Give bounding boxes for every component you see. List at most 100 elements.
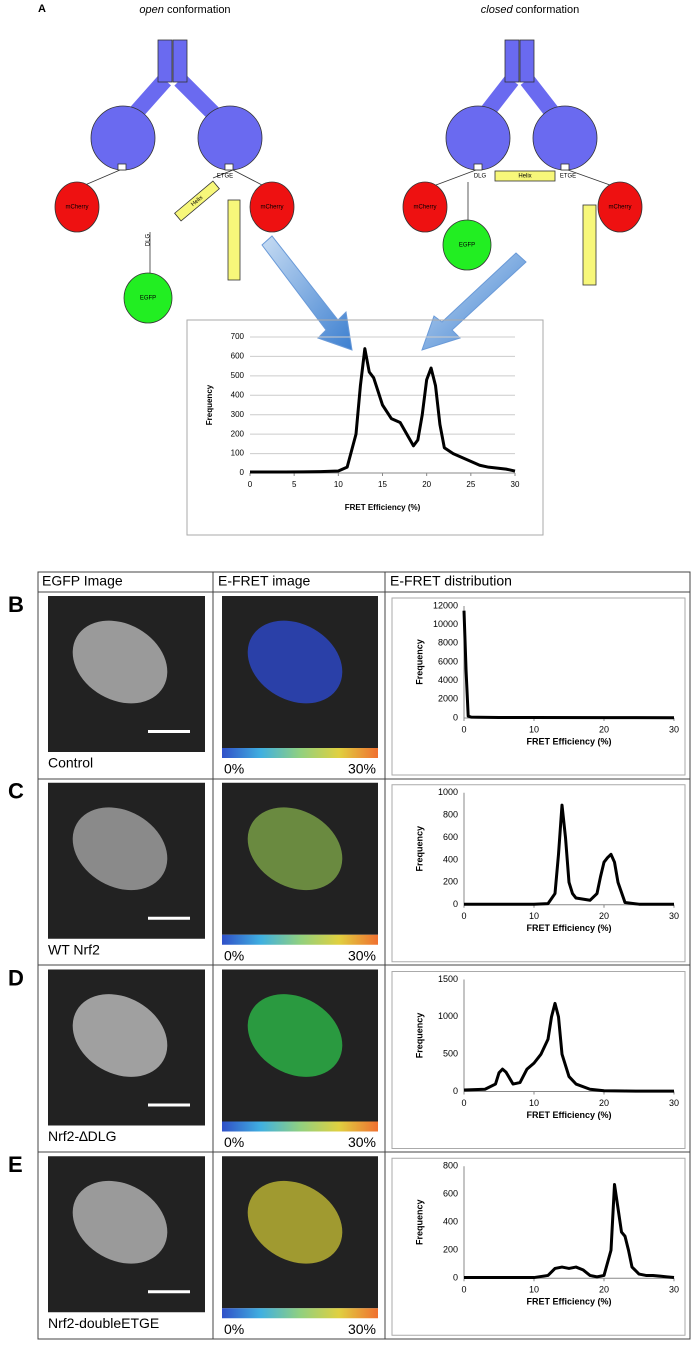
x-tick-label: 30: [669, 1098, 679, 1108]
y-tick-label: 800: [443, 810, 458, 820]
x-axis-label: FRET Efficiency (%): [526, 923, 611, 933]
dlg-label: DLG: [146, 234, 152, 247]
y-tick-label: 1000: [438, 1011, 458, 1021]
y-tick-label: 200: [443, 1245, 458, 1255]
x-tick-label: 30: [669, 1285, 679, 1295]
helix-label: Helix: [518, 174, 531, 180]
y-tick-label: 0: [453, 712, 458, 722]
y-tick-label: 12000: [433, 600, 458, 610]
colorbar-label: 30%: [348, 1134, 376, 1150]
table-grid: [37, 571, 691, 1340]
x-tick-label: 20: [599, 911, 609, 921]
etge-label: ETGE: [560, 174, 576, 180]
chart-frame: [391, 1157, 686, 1336]
y-tick-label: 4000: [438, 675, 458, 685]
diagram-title: open conformation: [139, 4, 230, 16]
y-axis-label: Frequency: [414, 1013, 424, 1059]
x-tick-label: 20: [599, 724, 609, 734]
x-tick-label: 15: [378, 480, 387, 489]
y-tick-label: 0: [453, 1273, 458, 1283]
y-tick-label: 400: [443, 1217, 458, 1227]
closed-diagram: [402, 39, 643, 286]
colorbar-label: 30%: [348, 947, 376, 963]
panel-letter: A: [38, 3, 46, 15]
chart-frame: [186, 319, 544, 536]
data-line: [464, 803, 674, 906]
dlg-label: DLG: [474, 174, 487, 180]
egfp-label: EGFP: [459, 243, 475, 249]
x-tick-label: 0: [248, 480, 253, 489]
colorbar: [222, 934, 378, 945]
y-tick-label: 400: [443, 854, 458, 864]
x-axis-label: FRET Efficiency (%): [526, 1110, 611, 1120]
scale-bar: [148, 916, 190, 920]
panel-letter: E: [8, 1152, 23, 1177]
y-tick-label: 500: [443, 1049, 458, 1059]
egfp-label: EGFP: [140, 296, 156, 302]
column-header: E-FRET image: [218, 573, 311, 589]
scale-bar: [148, 1103, 190, 1107]
y-tick-label: 600: [443, 832, 458, 842]
open-diagram: [54, 39, 295, 324]
x-tick-label: 0: [461, 1098, 466, 1108]
x-tick-label: 10: [529, 724, 539, 734]
panel-letter: B: [8, 592, 24, 617]
data-line: [463, 1001, 674, 1093]
mcherry-label: mCherry: [260, 205, 283, 211]
row-label: WT Nrf2: [48, 941, 100, 957]
data-line: [250, 347, 516, 474]
cell: [72, 994, 168, 1077]
panel-letter: C: [8, 779, 24, 804]
row-label: Nrf2-∆DLG: [48, 1128, 116, 1144]
x-axis-label: FRET Efficiency (%): [526, 736, 611, 746]
x-tick-label: 0: [461, 1285, 466, 1295]
cell: [247, 994, 343, 1077]
x-tick-label: 25: [466, 480, 475, 489]
cell: [72, 807, 168, 891]
y-tick-label: 600: [443, 1189, 458, 1199]
colorbar-label: 30%: [348, 761, 376, 777]
x-tick-label: 0: [461, 724, 466, 734]
x-tick-label: 0: [461, 911, 466, 921]
colorbar-label: 0%: [224, 1321, 244, 1337]
cell: [247, 1180, 343, 1264]
y-axis-label: Frequency: [414, 1199, 424, 1245]
colorbar: [222, 1121, 378, 1132]
arrow: [261, 235, 353, 351]
data-line: [462, 610, 675, 720]
cell: [247, 807, 343, 891]
x-tick-label: 30: [669, 911, 679, 921]
cell: [72, 620, 168, 704]
data-line: [464, 1182, 675, 1280]
colorbar-label: 0%: [224, 761, 244, 777]
y-tick-label: 1500: [438, 974, 458, 984]
y-tick-label: 700: [231, 332, 245, 341]
y-tick-label: 400: [231, 390, 245, 399]
y-axis-label: Frequency: [414, 826, 424, 872]
panel-letter: D: [8, 965, 24, 990]
y-tick-label: 1000: [438, 787, 458, 797]
y-tick-label: 0: [453, 899, 458, 909]
mcherry-label: mCherry: [413, 205, 436, 211]
x-axis-label: FRET Efficiency (%): [345, 503, 421, 512]
chart-frame: [391, 597, 686, 776]
x-tick-label: 30: [669, 724, 679, 734]
x-tick-label: 10: [529, 1098, 539, 1108]
cell: [72, 1180, 168, 1264]
x-tick-label: 5: [292, 480, 297, 489]
column-header: E-FRET distribution: [390, 573, 512, 589]
y-tick-label: 0: [240, 468, 245, 477]
x-axis-label: FRET Efficiency (%): [526, 1297, 611, 1307]
y-tick-label: 10000: [433, 619, 458, 629]
x-tick-label: 20: [599, 1098, 609, 1108]
cell: [247, 620, 343, 704]
y-tick-label: 200: [231, 429, 245, 438]
mcherry-label: mCherry: [608, 205, 631, 211]
colorbar: [222, 1308, 378, 1319]
colorbar-label: 30%: [348, 1321, 376, 1337]
x-tick-label: 30: [511, 480, 520, 489]
x-tick-label: 20: [599, 1285, 609, 1295]
y-axis-label: Frequency: [205, 384, 214, 425]
